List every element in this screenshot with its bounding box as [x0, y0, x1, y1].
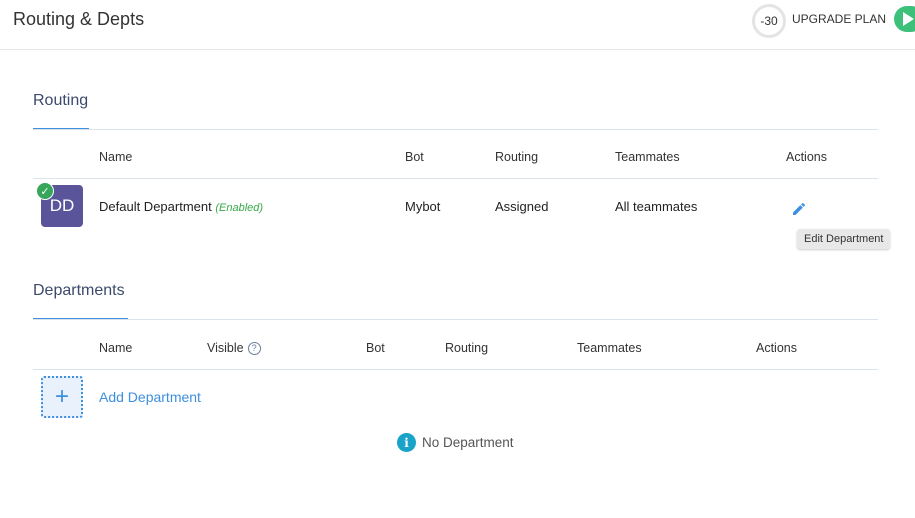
divider [33, 319, 878, 320]
empty-message: No Department [422, 435, 514, 450]
col-routing: Routing [445, 341, 489, 355]
play-icon[interactable] [894, 6, 915, 32]
col-routing: Routing [495, 150, 539, 164]
edit-department-tooltip: Edit Department [797, 229, 891, 249]
add-department-button[interactable]: + [41, 376, 83, 418]
col-name: Name [99, 341, 133, 355]
help-icon[interactable]: ? [247, 342, 261, 355]
col-teammates: Teammates [577, 341, 642, 355]
departments-section-title: Departments [33, 282, 125, 299]
divider [33, 369, 878, 370]
col-bot: Bot [405, 150, 424, 164]
page-title: Routing & Depts [13, 9, 145, 29]
col-visible: Visible? [207, 341, 261, 355]
check-icon: ✓ [36, 182, 54, 200]
teammates-value: All teammates [615, 199, 698, 214]
divider [33, 178, 878, 179]
info-icon: i [397, 433, 416, 452]
department-name: Default Department (Enabled) [99, 199, 263, 214]
col-actions: Actions [756, 341, 797, 355]
top-bar [0, 0, 915, 50]
col-teammates: Teammates [615, 150, 680, 164]
pencil-icon[interactable] [791, 201, 807, 217]
col-visible-label: Visible [207, 341, 244, 355]
status-badge: (Enabled) [215, 202, 264, 214]
add-department-link[interactable]: Add Department [99, 389, 201, 405]
col-actions: Actions [786, 150, 827, 164]
col-name: Name [99, 150, 133, 164]
upgrade-plan-button[interactable]: UPGRADE PLAN [792, 12, 887, 26]
divider [33, 129, 878, 130]
col-bot: Bot [366, 341, 385, 355]
credits-badge[interactable]: -30 [752, 4, 786, 38]
plus-icon: + [54, 383, 69, 410]
bot-value: Mybot [405, 199, 441, 214]
routing-section-title: Routing [33, 92, 89, 109]
routing-value: Assigned [495, 199, 549, 214]
department-name-text: Default Department [99, 199, 212, 214]
